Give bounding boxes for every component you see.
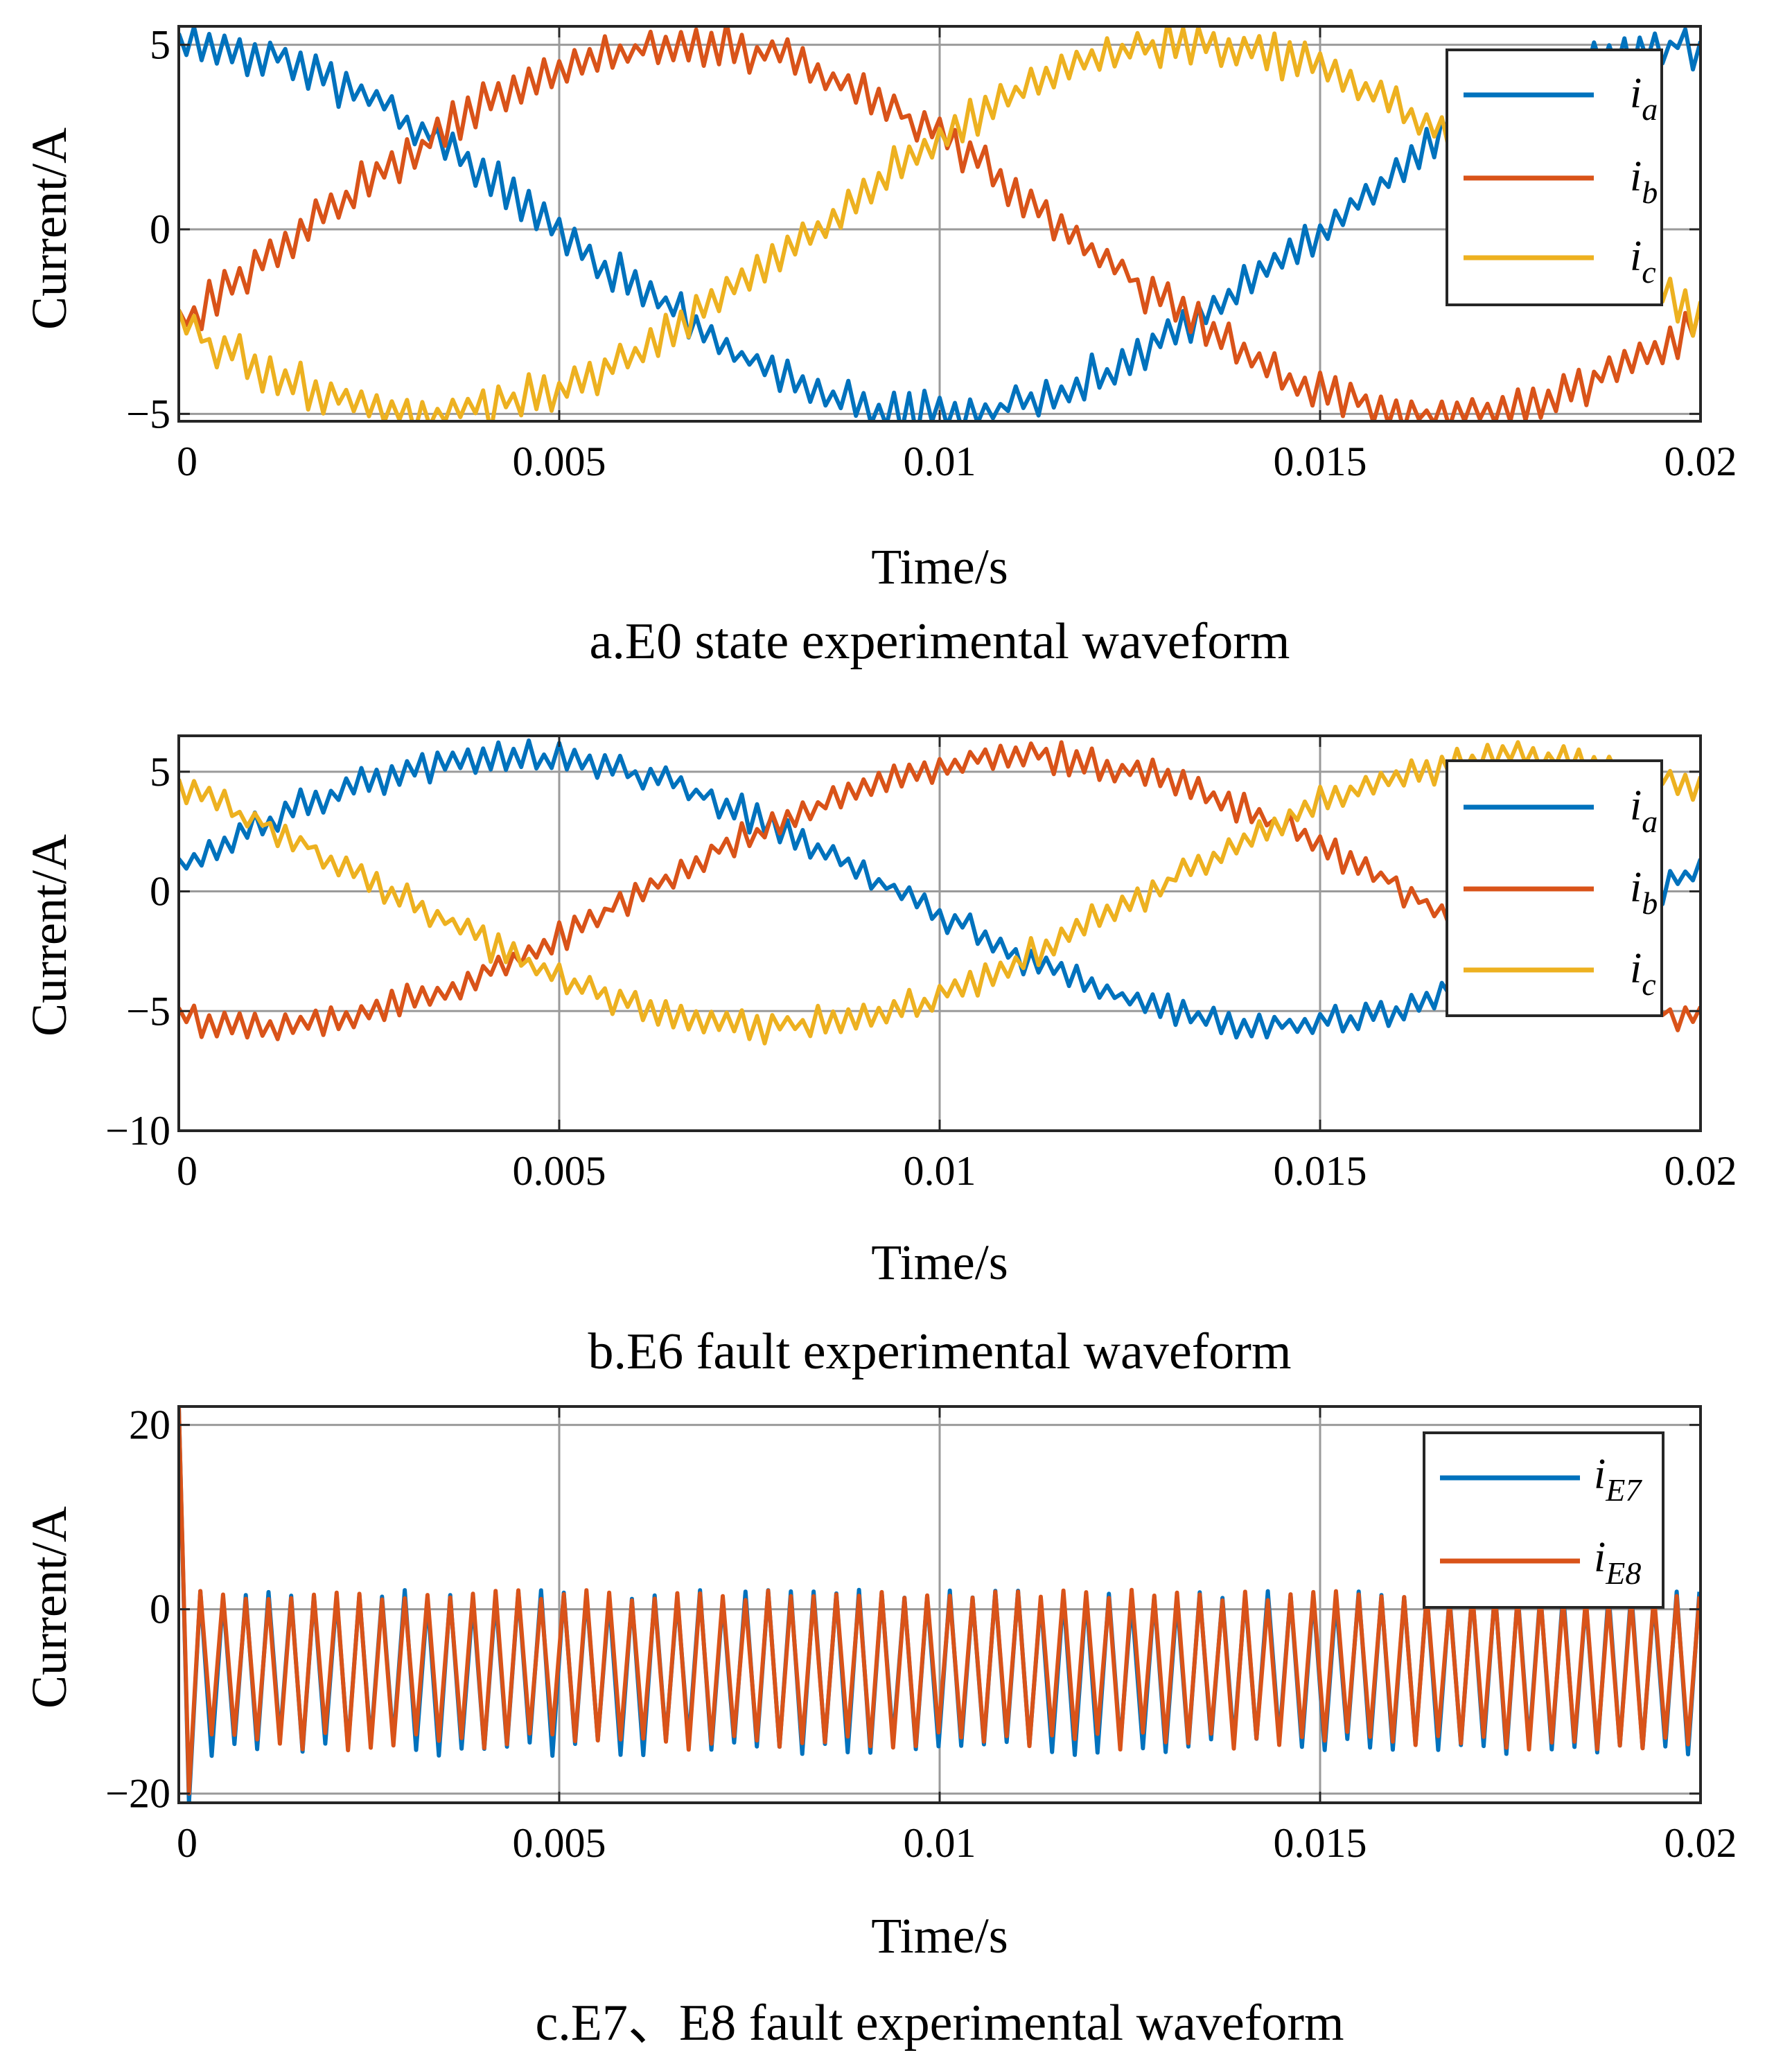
- legend-label-ic: ic: [1630, 233, 1656, 290]
- legend: iE7 iE8: [1423, 1431, 1664, 1609]
- panel-caption: a.E0 state experimental waveform: [590, 613, 1290, 670]
- x-axis-label: Time/s: [871, 1235, 1008, 1290]
- x-ticks: 0 0.005 0.01 0.015 0.02: [177, 1406, 1737, 1866]
- y-tick-label: −5: [126, 988, 170, 1034]
- x-ticks: 0 0.005 0.01 0.015 0.02: [177, 736, 1737, 1194]
- x-tick-label: 0.015: [1274, 1820, 1367, 1866]
- panel-caption: b.E6 fault experimental waveform: [588, 1323, 1291, 1380]
- legend-label-ib: ib: [1630, 153, 1658, 210]
- x-tick-label: 0.01: [904, 439, 976, 484]
- panel-caption: c.E7、E8 fault experimental waveform: [535, 1995, 1344, 2052]
- x-tick-label: 0.01: [904, 1820, 976, 1866]
- y-tick-label: 0: [150, 206, 170, 252]
- x-tick-label: 0.015: [1274, 1148, 1367, 1194]
- y-tick-label: 0: [150, 869, 170, 915]
- x-tick-label: 0.005: [513, 439, 606, 484]
- y-tick-label: −10: [105, 1108, 170, 1154]
- x-axis-label: Time/s: [871, 539, 1008, 594]
- legend: ia ib ic: [1446, 759, 1663, 1017]
- y-ticks: −20 0 20: [105, 1402, 1701, 1817]
- panel-b: −10 −5 0 5 0 0.005 0.01 0.015 0.02 Current/A Ti…: [21, 734, 1737, 1380]
- y-tick-label: 20: [129, 1402, 170, 1448]
- legend: ia ib ic: [1446, 48, 1663, 306]
- x-ticks: 0 0.005 0.01 0.015 0.02: [177, 26, 1737, 484]
- legend-label-ib: ib: [1630, 864, 1658, 921]
- series-line-iE8: [179, 1406, 1701, 1796]
- series-line-ib: [179, 26, 1701, 421]
- legend-label-iE8: iE8: [1594, 1534, 1641, 1591]
- y-tick-label: 0: [150, 1587, 170, 1632]
- y-tick-label: 5: [150, 749, 170, 795]
- legend-label-ia: ia: [1630, 782, 1658, 839]
- legend-label-iE7: iE7: [1594, 1451, 1642, 1508]
- y-tick-label: −5: [126, 391, 170, 436]
- y-ticks: −5 0 5: [126, 22, 1701, 436]
- x-tick-label: 0.005: [513, 1148, 606, 1194]
- panel-a: −505 0 0.005 0.01 0.015 0.02 Current/A Time/…: [21, 22, 1737, 670]
- x-tick-label: 0.005: [513, 1820, 606, 1866]
- series-group: [179, 1406, 1701, 1803]
- x-tick-label: 0.02: [1664, 439, 1737, 484]
- legend-label-ia: ia: [1630, 70, 1658, 127]
- x-tick-label: 0.01: [904, 1148, 976, 1194]
- x-tick-label: 0: [177, 1148, 197, 1194]
- x-tick-label: 0.02: [1664, 1148, 1737, 1194]
- y-axis-label: Current/A: [21, 127, 77, 330]
- x-axis-label: Time/s: [871, 1908, 1008, 1964]
- y-tick-label: −20: [105, 1771, 170, 1817]
- legend-label-ic: ic: [1630, 945, 1656, 1002]
- x-tick-label: 0.02: [1664, 1820, 1737, 1866]
- y-axis-label: Current/A: [21, 1506, 77, 1709]
- y-tick-label: 5: [150, 22, 170, 68]
- y-axis-label: Current/A: [21, 834, 77, 1037]
- x-tick-label: 0.015: [1274, 439, 1367, 484]
- x-tick-label: 0: [177, 439, 197, 484]
- legend-box: [1423, 1431, 1664, 1609]
- y-ticks: −10 −5 0 5: [105, 749, 1701, 1154]
- x-tick-label: 0: [177, 1820, 197, 1866]
